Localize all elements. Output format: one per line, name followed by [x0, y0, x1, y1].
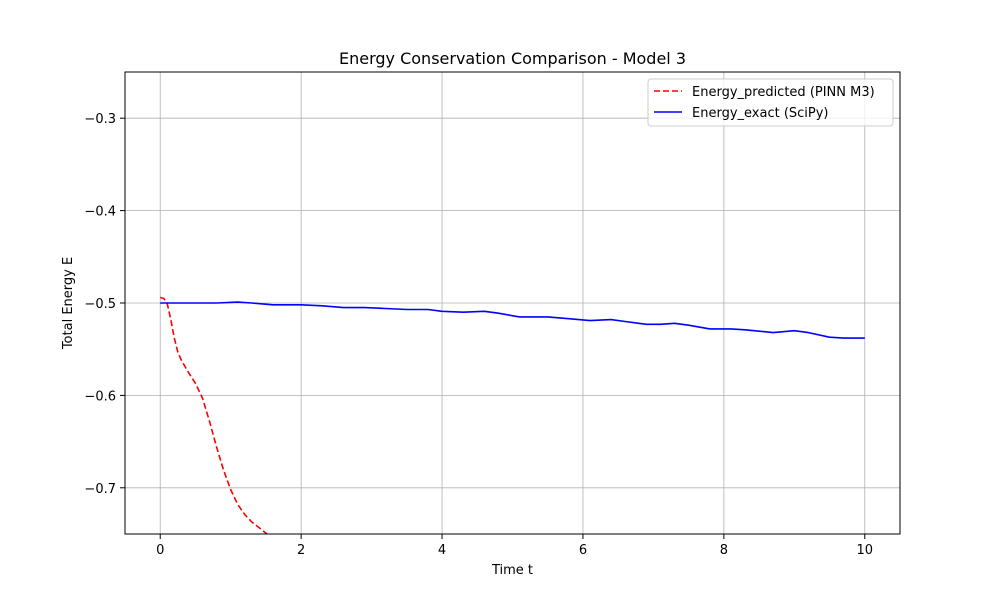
series-line-exact	[160, 301, 865, 339]
y-tick-label: −0.3	[84, 112, 116, 127]
x-tick-label: 2	[297, 543, 305, 558]
legend-label-predicted: Energy_predicted (PINN M3)	[692, 85, 875, 100]
x-tick-label: 6	[579, 543, 587, 558]
series-line-predicted	[160, 296, 269, 534]
x-tick-label: 8	[720, 543, 728, 558]
x-tick-label: 4	[438, 543, 446, 558]
x-tick-label: 10	[856, 543, 873, 558]
y-tick-label: −0.7	[84, 482, 116, 497]
legend-box	[647, 78, 894, 127]
y-axis-label: Total Energy E	[61, 257, 76, 350]
y-tick-label: −0.4	[84, 205, 116, 220]
series-layer	[160, 296, 865, 534]
ticks: 0 2 4 6 8 10 −0.7 −0.6 −0.5 −0.4 −0.3	[84, 112, 873, 558]
chart-title: Energy Conservation Comparison - Model 3	[339, 49, 686, 68]
y-tick-label: −0.5	[84, 297, 116, 312]
legend: Energy_predicted (PINN M3) Energy_exact …	[647, 78, 894, 127]
x-tick-label: 0	[156, 543, 164, 558]
y-tick-label: −0.6	[84, 389, 116, 404]
x-axis-label: Time t	[491, 563, 533, 578]
legend-label-exact: Energy_exact (SciPy)	[692, 106, 829, 121]
